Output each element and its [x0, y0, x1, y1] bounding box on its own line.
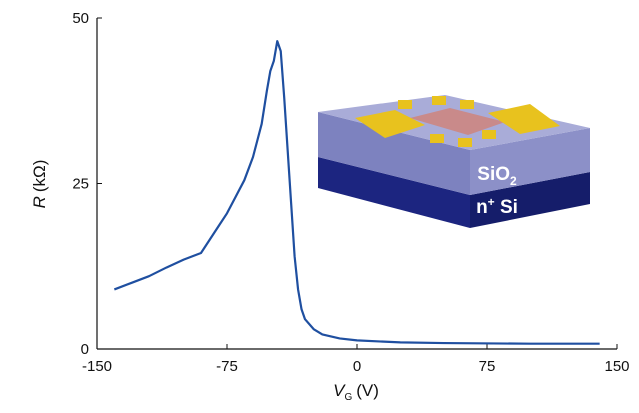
electrode [355, 110, 425, 138]
substrate-label-main: n [476, 197, 488, 218]
electrode [398, 100, 412, 109]
flake [410, 108, 505, 135]
oxide-label-sub: 2 [510, 174, 517, 188]
substrate-label-sup: + [488, 195, 495, 209]
x-tick-label: -150 [82, 358, 112, 375]
si-layer-front [318, 157, 470, 228]
y-tick-label: 50 [72, 10, 89, 27]
y-tick-label: 0 [81, 341, 89, 358]
y-label-symbol: R [30, 196, 49, 208]
electrode [460, 100, 474, 109]
data-line [113, 40, 600, 345]
inset-diagram: SiO2 n+ Si [318, 95, 590, 228]
x-axis-label: VG (V) [333, 381, 379, 403]
x-tick-label: 150 [604, 358, 629, 375]
x-tick-label: -75 [216, 358, 238, 375]
x-tick-label: 75 [479, 358, 496, 375]
electrode [432, 96, 446, 105]
substrate-label: n+ Si [476, 195, 518, 218]
si-layer-side [470, 172, 590, 228]
oxide-label: SiO2 [477, 164, 517, 188]
electrode [488, 104, 560, 134]
x-label-unit: (V) [356, 381, 379, 400]
y-tick-label: 25 [72, 176, 89, 193]
x-tick-label: 0 [353, 358, 361, 375]
y-axis-label: R (kΩ) [30, 160, 49, 209]
electrode [482, 130, 496, 139]
x-label-sub: G [344, 392, 352, 403]
oxide-layer-side [470, 128, 590, 195]
y-label-unit: (kΩ) [30, 160, 49, 193]
oxide-label-main: SiO [477, 164, 510, 185]
substrate-label-rest: Si [495, 197, 518, 218]
electrode [430, 134, 444, 143]
x-label-symbol: V [333, 381, 346, 400]
electrode [458, 138, 472, 147]
oxide-layer-front [318, 112, 470, 195]
